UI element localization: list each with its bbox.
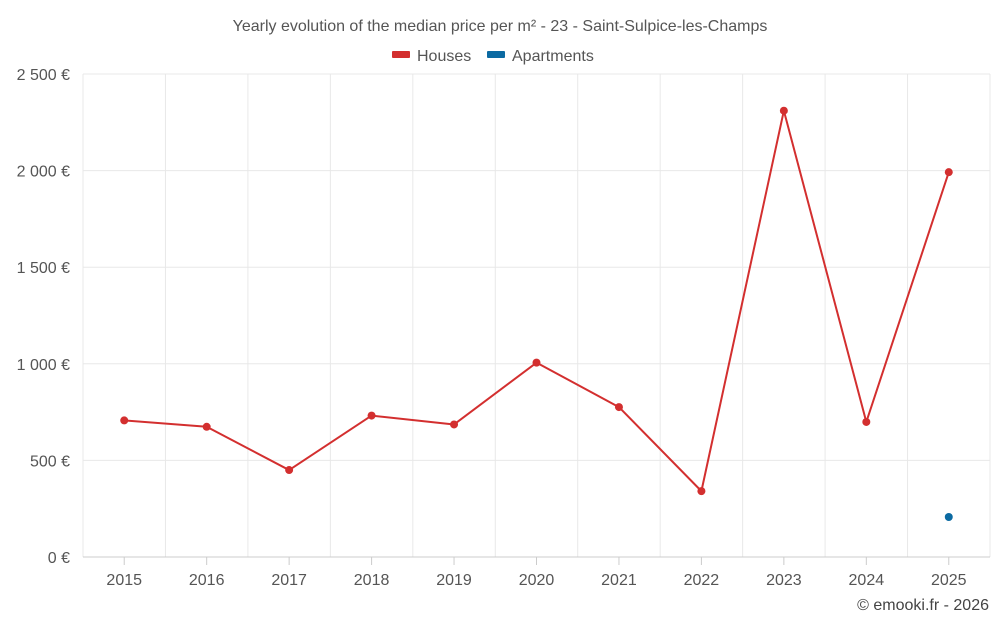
x-tick-label: 2022 bbox=[684, 572, 720, 589]
legend-swatch-houses bbox=[392, 51, 410, 58]
data-point-houses[interactable] bbox=[697, 487, 706, 496]
data-point-houses[interactable] bbox=[120, 416, 129, 425]
x-tick-label: 2024 bbox=[849, 572, 885, 589]
x-tick-label: 2018 bbox=[354, 572, 390, 589]
x-tick-label: 2019 bbox=[436, 572, 472, 589]
data-point-houses[interactable] bbox=[450, 420, 459, 429]
x-axis-ticks: 2015 2016 2017 2018 2019 2020 2021 2022 2023 2024… bbox=[106, 557, 967, 589]
data-point-houses[interactable] bbox=[202, 422, 211, 431]
legend-swatch-apartments bbox=[487, 51, 505, 58]
y-tick-label: 2 500 € bbox=[17, 67, 70, 84]
y-axis-ticks: 0 € 500 € 1 000 € 1 500 € 2 000 € 2 500 € bbox=[17, 67, 70, 567]
data-point-houses[interactable] bbox=[532, 358, 541, 367]
data-point-houses[interactable] bbox=[614, 403, 623, 412]
y-tick-label: 500 € bbox=[30, 453, 70, 470]
x-tick-label: 2025 bbox=[931, 572, 967, 589]
y-tick-label: 0 € bbox=[48, 550, 70, 567]
x-tick-label: 2017 bbox=[271, 572, 307, 589]
x-tick-label: 2023 bbox=[766, 572, 802, 589]
data-point-apartments[interactable] bbox=[944, 513, 953, 522]
x-tick-label: 2016 bbox=[189, 572, 225, 589]
y-tick-label: 1 500 € bbox=[17, 260, 70, 277]
legend-label-apartments: Apartments bbox=[512, 48, 594, 65]
chart-title: Yearly evolution of the median price per… bbox=[233, 18, 768, 35]
data-point-houses[interactable] bbox=[862, 417, 871, 426]
x-tick-label: 2015 bbox=[106, 572, 142, 589]
x-tick-label: 2020 bbox=[519, 572, 555, 589]
grid bbox=[82, 73, 991, 558]
data-point-houses[interactable] bbox=[285, 466, 294, 475]
data-point-houses[interactable] bbox=[944, 168, 953, 177]
data-point-houses[interactable] bbox=[367, 411, 376, 420]
credit-text: © emooki.fr - 2026 bbox=[857, 597, 989, 614]
legend: Houses Apartments bbox=[392, 48, 594, 65]
y-tick-label: 2 000 € bbox=[17, 164, 70, 181]
data-point-houses[interactable] bbox=[779, 106, 788, 115]
series bbox=[120, 106, 953, 522]
x-tick-label: 2021 bbox=[601, 572, 637, 589]
legend-label-houses: Houses bbox=[417, 48, 471, 65]
y-tick-label: 1 000 € bbox=[17, 357, 70, 374]
